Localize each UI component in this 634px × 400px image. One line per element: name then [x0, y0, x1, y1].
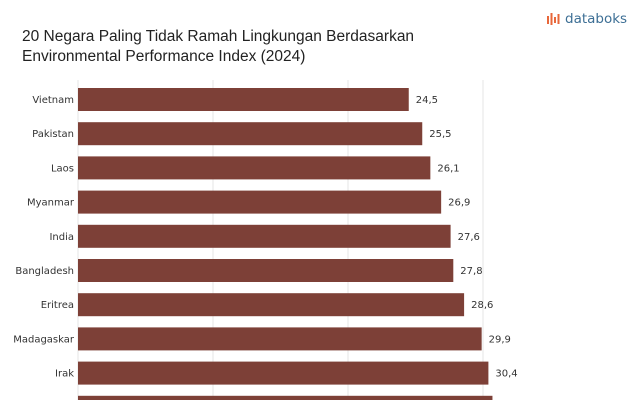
value-label: 26,9: [448, 198, 470, 209]
value-label: 30,4: [495, 369, 517, 380]
bar: [78, 122, 423, 146]
category-label: Eritrea: [41, 300, 74, 311]
category-label: Pakistan: [32, 129, 74, 140]
category-label: Madagaskar: [13, 334, 75, 345]
bar: [78, 293, 465, 317]
bar: [78, 156, 431, 180]
chart-bars: [78, 88, 493, 400]
value-label: 25,5: [429, 129, 451, 140]
chart-title: 20 Negara Paling Tidak Ramah Lingkungan …: [22, 27, 502, 67]
category-label: Myanmar: [27, 198, 75, 209]
brand-name: databoks: [565, 11, 628, 27]
bar: [78, 395, 493, 400]
value-label: 27,6: [458, 232, 480, 243]
category-label: India: [49, 232, 74, 243]
value-label: 27,8: [460, 266, 482, 277]
chart-title-line2: Environmental Performance Index (2024): [22, 48, 306, 65]
chart-title-line1: 20 Negara Paling Tidak Ramah Lingkungan …: [22, 28, 415, 45]
bar: [78, 361, 489, 385]
category-label: Bangladesh: [15, 266, 74, 277]
brand-logo: databoks: [546, 10, 627, 28]
bar: [78, 224, 451, 248]
category-label: Laos: [51, 163, 74, 174]
bar: [78, 88, 409, 111]
bar: [78, 259, 454, 282]
bar: [78, 190, 442, 214]
category-label: Vietnam: [32, 95, 74, 106]
value-label: 26,1: [437, 163, 459, 174]
category-label: Irak: [55, 369, 74, 380]
bar-logo-icon: [547, 13, 560, 25]
bar: [78, 327, 482, 351]
value-label: 28,6: [471, 300, 493, 311]
value-label: 24,5: [416, 95, 438, 106]
chart-labels: Vietnam 24,5 Pakistan 25,5 Laos 26,1 Myanmar 26…: [13, 95, 517, 380]
value-label: 29,9: [489, 334, 511, 345]
